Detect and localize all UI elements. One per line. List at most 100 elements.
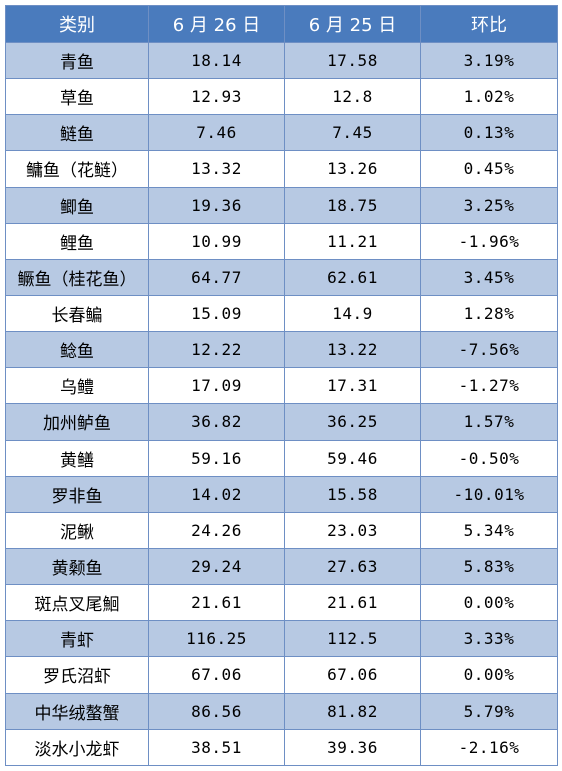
table-row: 青虾 116.25 112.5 3.33% [5, 620, 558, 658]
jun25-price-cell: 62.61 [284, 258, 421, 296]
jun25-price-cell: 36.25 [284, 403, 421, 441]
jun25-price-cell: 27.63 [284, 547, 421, 586]
jun25-price-cell: 39.36 [284, 728, 421, 767]
table-row: 加州鲈鱼 36.82 36.25 1.57% [5, 403, 558, 441]
change-cell: 0.00% [420, 656, 558, 694]
category-cell: 青鱼 [5, 41, 149, 80]
jun26-price-cell: 64.77 [148, 258, 285, 296]
jun25-price-cell: 112.5 [284, 620, 421, 658]
jun26-price-cell: 17.09 [148, 367, 285, 405]
price-table: 类别 6 月 26 日 6 月 25 日 环比 青鱼 18.14 17.58 3.19… [5, 5, 558, 767]
change-cell: -10.01% [420, 475, 558, 513]
jun25-price-cell: 13.22 [284, 331, 421, 369]
jun25-price-cell: 81.82 [284, 692, 421, 730]
table-body: 青鱼 18.14 17.58 3.19% 草鱼 12.93 12.8 1.02% 鲢鱼 7.46 7… [5, 41, 558, 767]
header-category: 类别 [5, 5, 149, 43]
category-cell: 青虾 [5, 620, 149, 658]
category-cell: 鲫鱼 [5, 186, 149, 224]
category-cell: 泥鳅 [5, 511, 149, 549]
change-cell: 0.00% [420, 584, 558, 622]
category-cell: 中华绒螯蟹 [5, 692, 149, 730]
table-row: 淡水小龙虾 38.51 39.36 -2.16% [5, 728, 558, 767]
jun26-price-cell: 116.25 [148, 620, 285, 658]
jun25-price-cell: 15.58 [284, 475, 421, 513]
table-row: 青鱼 18.14 17.58 3.19% [5, 41, 558, 80]
change-cell: -1.27% [420, 367, 558, 405]
jun26-price-cell: 36.82 [148, 403, 285, 441]
table-row: 斑点叉尾鮰 21.61 21.61 0.00% [5, 584, 558, 622]
jun26-price-cell: 24.26 [148, 511, 285, 549]
jun25-price-cell: 17.58 [284, 41, 421, 80]
table-row: 中华绒螯蟹 86.56 81.82 5.79% [5, 692, 558, 730]
jun26-price-cell: 59.16 [148, 439, 285, 477]
jun26-price-cell: 12.22 [148, 331, 285, 369]
change-cell: -2.16% [420, 728, 558, 767]
table-row: 黄颡鱼 29.24 27.63 5.83% [5, 547, 558, 586]
category-cell: 黄颡鱼 [5, 547, 149, 586]
table-row: 鳜鱼（桂花鱼） 64.77 62.61 3.45% [5, 258, 558, 296]
jun25-price-cell: 11.21 [284, 222, 421, 260]
jun26-price-cell: 86.56 [148, 692, 285, 730]
jun25-price-cell: 59.46 [284, 439, 421, 477]
jun25-price-cell: 14.9 [284, 294, 421, 333]
category-cell: 长春鳊 [5, 294, 149, 333]
jun26-price-cell: 12.93 [148, 78, 285, 116]
change-cell: 1.57% [420, 403, 558, 441]
category-cell: 罗氏沼虾 [5, 656, 149, 694]
table-row: 鲶鱼 12.22 13.22 -7.56% [5, 331, 558, 369]
change-cell: -0.50% [420, 439, 558, 477]
table-row: 草鱼 12.93 12.8 1.02% [5, 78, 558, 116]
change-cell: 5.79% [420, 692, 558, 730]
table-row: 泥鳅 24.26 23.03 5.34% [5, 511, 558, 549]
category-cell: 加州鲈鱼 [5, 403, 149, 441]
category-cell: 黄鳝 [5, 439, 149, 477]
header-jun26: 6 月 26 日 [148, 5, 285, 43]
table-row: 鲫鱼 19.36 18.75 3.25% [5, 186, 558, 224]
change-cell: 5.83% [420, 547, 558, 586]
table-row: 罗氏沼虾 67.06 67.06 0.00% [5, 656, 558, 694]
change-cell: 1.02% [420, 78, 558, 116]
change-cell: 0.45% [420, 150, 558, 188]
change-cell: 5.34% [420, 511, 558, 549]
jun25-price-cell: 12.8 [284, 78, 421, 116]
jun25-price-cell: 67.06 [284, 656, 421, 694]
category-cell: 乌鳢 [5, 367, 149, 405]
header-jun25: 6 月 25 日 [284, 5, 421, 43]
category-cell: 斑点叉尾鮰 [5, 584, 149, 622]
change-cell: 3.25% [420, 186, 558, 224]
table-row: 鳙鱼（花鲢） 13.32 13.26 0.45% [5, 150, 558, 188]
jun25-price-cell: 17.31 [284, 367, 421, 405]
change-cell: 3.45% [420, 258, 558, 296]
category-cell: 鲢鱼 [5, 114, 149, 152]
change-cell: 3.33% [420, 620, 558, 658]
change-cell: -7.56% [420, 331, 558, 369]
category-cell: 淡水小龙虾 [5, 728, 149, 767]
table-row: 长春鳊 15.09 14.9 1.28% [5, 294, 558, 333]
header-row: 类别 6 月 26 日 6 月 25 日 环比 [5, 5, 558, 43]
table-row: 罗非鱼 14.02 15.58 -10.01% [5, 475, 558, 513]
category-cell: 鳜鱼（桂花鱼） [5, 258, 149, 296]
jun25-price-cell: 18.75 [284, 186, 421, 224]
category-cell: 罗非鱼 [5, 475, 149, 513]
jun26-price-cell: 14.02 [148, 475, 285, 513]
jun26-price-cell: 15.09 [148, 294, 285, 333]
jun26-price-cell: 19.36 [148, 186, 285, 224]
jun26-price-cell: 7.46 [148, 114, 285, 152]
category-cell: 鲤鱼 [5, 222, 149, 260]
jun26-price-cell: 29.24 [148, 547, 285, 586]
jun25-price-cell: 23.03 [284, 511, 421, 549]
table-row: 鲢鱼 7.46 7.45 0.13% [5, 114, 558, 152]
table-row: 黄鳝 59.16 59.46 -0.50% [5, 439, 558, 477]
table-row: 鲤鱼 10.99 11.21 -1.96% [5, 222, 558, 260]
jun26-price-cell: 10.99 [148, 222, 285, 260]
header-change: 环比 [420, 5, 558, 43]
category-cell: 草鱼 [5, 78, 149, 116]
jun25-price-cell: 21.61 [284, 584, 421, 622]
jun26-price-cell: 21.61 [148, 584, 285, 622]
jun25-price-cell: 13.26 [284, 150, 421, 188]
category-cell: 鳙鱼（花鲢） [5, 150, 149, 188]
change-cell: 3.19% [420, 41, 558, 80]
category-cell: 鲶鱼 [5, 331, 149, 369]
jun26-price-cell: 18.14 [148, 41, 285, 80]
jun26-price-cell: 13.32 [148, 150, 285, 188]
